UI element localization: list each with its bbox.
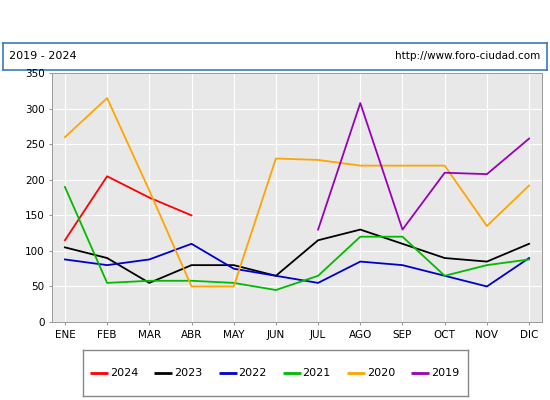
Text: 2021: 2021 [302,368,331,378]
Text: http://www.foro-ciudad.com: http://www.foro-ciudad.com [395,51,541,61]
Text: 2019: 2019 [431,368,459,378]
Text: 2023: 2023 [174,368,202,378]
Text: Evolucion Nº Turistas Nacionales en el municipio de Pueblonuevo del Guadiana: Evolucion Nº Turistas Nacionales en el m… [33,14,517,28]
Text: 2024: 2024 [110,368,139,378]
Text: 2019 - 2024: 2019 - 2024 [9,51,77,61]
Text: 2020: 2020 [367,368,395,378]
Text: 2022: 2022 [239,368,267,378]
